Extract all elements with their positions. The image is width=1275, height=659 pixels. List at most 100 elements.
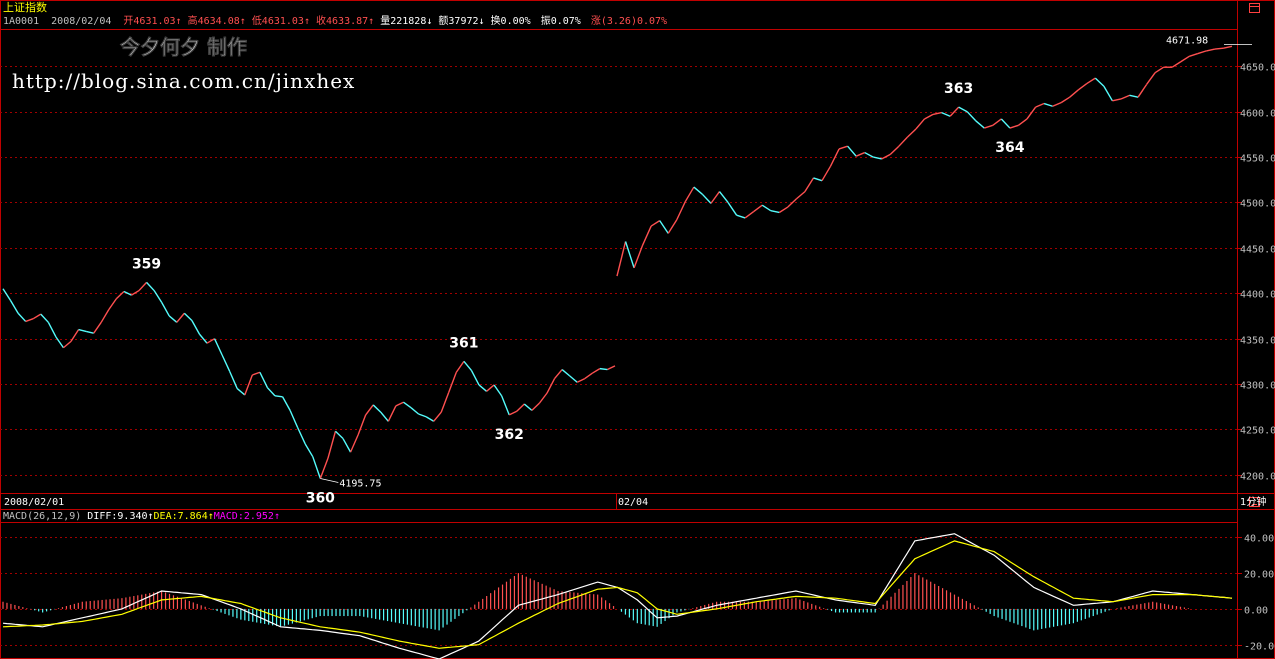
macd-legend: MACD(26,12,9) DIFF:9.340↑DEA:7.864↑MACD:… [3,511,280,522]
price-tick-label: 4650.00 [1240,63,1275,74]
price-segment [795,191,806,200]
price-segment [684,186,695,202]
price-segment [1137,84,1148,98]
price-segment [616,241,627,277]
price-segment [1009,124,1019,129]
price-segment [55,336,65,349]
price-segment [229,371,238,389]
amplitude-value: 振0.07% [541,14,581,27]
price-segment [1043,102,1053,107]
price-segment [32,313,42,320]
price-segment [693,186,703,195]
price-segment [40,313,49,323]
price-segment [1018,118,1028,126]
price-segment [599,367,608,371]
price-segment [1086,77,1096,85]
price-segment [9,300,19,314]
price-tick-label: 4300.00 [1240,381,1275,392]
macd-axis: 40.00 20.00 0.00 -20.00 [0,534,1275,653]
price-segment [932,111,942,116]
price-segment [183,312,193,322]
price-tick-label: 4600.00 [1240,109,1275,120]
price-segment [847,145,857,157]
price-segment [736,214,746,219]
macd-tick-label: 0.00 [1244,606,1268,617]
price-segment [1214,47,1224,50]
price-segment [710,191,721,204]
price-segment [624,241,635,269]
price-segment [138,281,148,292]
price-segment [984,124,994,129]
price-segment [770,209,780,214]
price-segment [266,387,276,397]
price-segment [108,298,117,311]
price-segment [252,371,261,376]
price-tick-label: 4500.00 [1240,199,1275,210]
price-segment [206,338,215,344]
date-label-session-1: 2008/02/01 [4,497,64,508]
session-low-label: 4195.75 [339,478,381,489]
price-segment [493,384,503,397]
price-segment [312,456,321,479]
time-axis: 2008/02/01 02/04 1分钟 [4,493,1266,509]
price-segment [123,290,132,296]
price-segment [727,202,738,216]
price-segment [1120,94,1130,100]
price-segment [659,220,669,234]
price-segment [395,401,404,407]
price-segment [1112,98,1122,102]
price-tick-label: 4450.00 [1240,245,1275,256]
price-segment [531,402,540,411]
price-segment [591,368,601,374]
price-segment [975,120,985,129]
price-segment [327,431,337,459]
price-segment [1154,66,1165,74]
price-segment [924,113,934,120]
macd-title: MACD(26,12,9) [3,511,87,522]
price-segment [448,372,457,393]
close-value: 收4633.87↑ [316,14,374,27]
price-segment [941,111,951,117]
price-segment [304,443,314,458]
price-segment [641,225,652,246]
date-label-session-2: 02/04 [618,497,648,508]
price-segment [410,407,420,415]
restore-icon[interactable] [1249,3,1260,13]
minimize-icon[interactable] [1249,497,1260,507]
wave-label-364: 364 [995,140,1024,156]
price-segment [744,211,755,219]
price-segment [958,106,968,113]
price-segment [403,401,412,409]
price-segment [47,322,57,338]
price-segment [387,405,397,422]
price-segment [701,193,712,204]
wave-label-361: 361 [449,335,478,351]
price-tick-label: 4400.00 [1240,290,1275,301]
turnover-value: 换0.00% [491,14,531,27]
price-segment [463,360,472,371]
macd-legend-dea: DEA:7.864↑ [154,511,214,522]
price-segment [470,370,480,386]
price-segment [561,368,571,377]
macd-legend-diff: DIFF:9.340↑ [87,511,153,522]
quote-date: 2008/02/04 [51,16,111,27]
price-segment [146,281,155,292]
price-segment [115,290,125,300]
macd-tick-label: -20.00 [1244,642,1275,653]
open-value: 开4631.03↑ [123,16,181,27]
wave-label-363: 363 [944,81,973,97]
price-segment [62,340,72,349]
price-segment [1026,106,1037,120]
price-segment [349,434,359,453]
quote-line: 1A0001 2008/02/04 开4631.03↑ 高4634.08↑ 低4… [3,14,667,27]
price-segment [1223,45,1233,49]
period-label: 1分钟 [1240,495,1266,508]
macd-legend-macd: MACD:2.952↑ [214,511,280,522]
price-segment [2,288,12,301]
price-segment [198,333,208,344]
price-segment [70,329,80,342]
price-segment [569,375,578,383]
watermark-url: http://blog.sina.com.cn/jinxhex [12,69,355,93]
